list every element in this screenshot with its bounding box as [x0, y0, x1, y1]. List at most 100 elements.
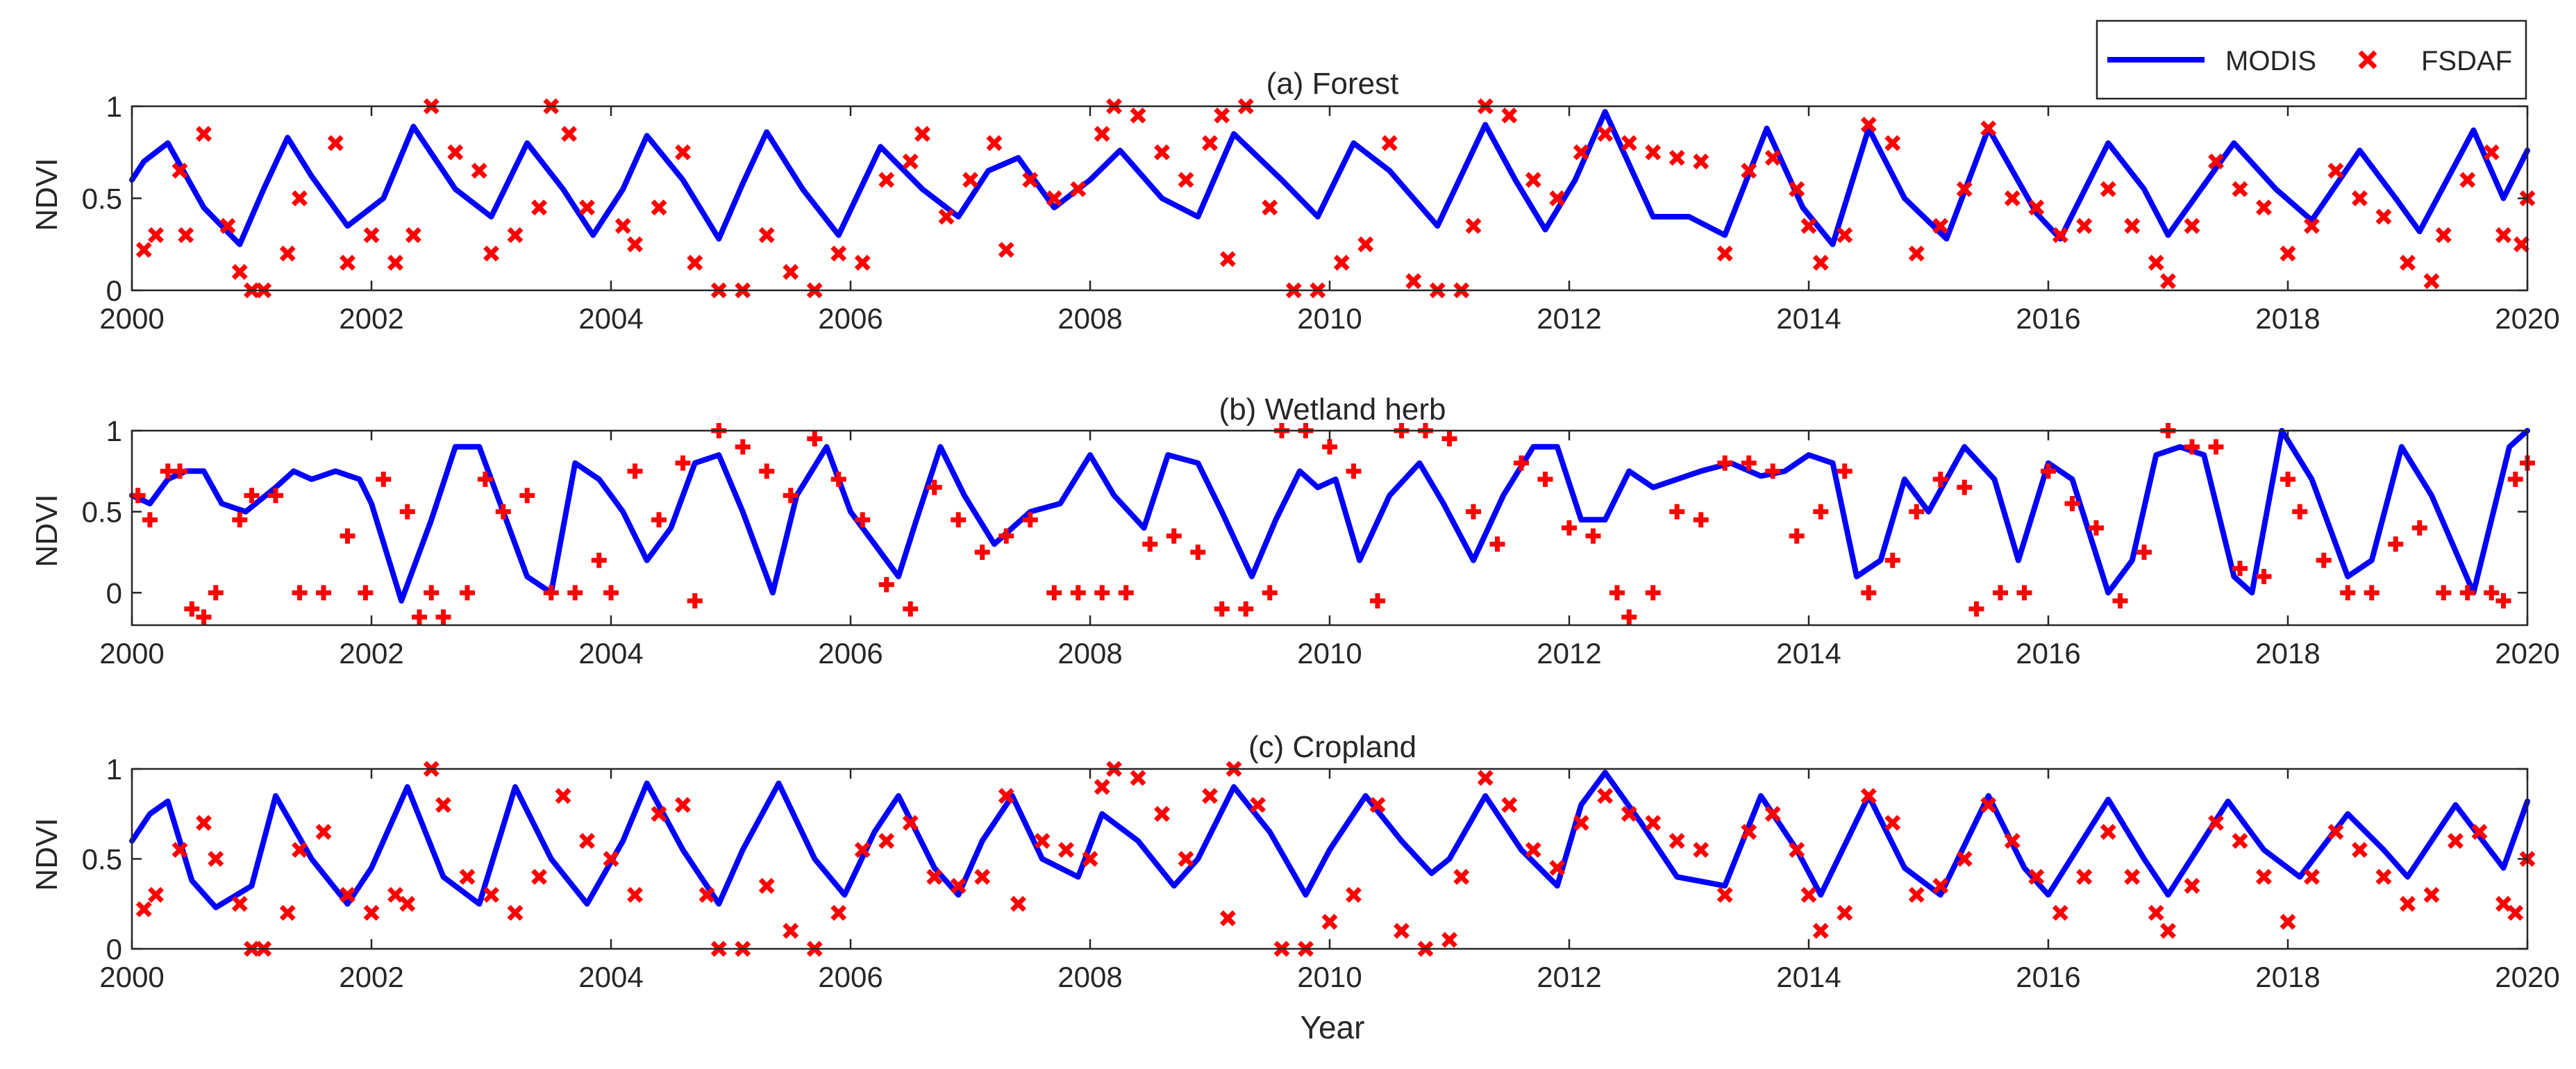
marker-stroke	[2100, 824, 2116, 840]
fsdaf-point	[1800, 886, 1817, 903]
marker-stroke	[1501, 797, 1518, 813]
fsdaf-point	[208, 851, 224, 867]
fsdaf-point	[1645, 585, 1661, 601]
marker-stroke	[1573, 144, 1589, 160]
fsdaf-point	[2148, 904, 2164, 921]
fsdaf-point	[2160, 922, 2176, 939]
fsdaf-point	[1908, 886, 1925, 903]
marker-stroke	[1219, 910, 1236, 927]
fsdaf-point	[561, 126, 578, 142]
fsdaf-point	[1070, 585, 1086, 601]
fsdaf-point	[1716, 886, 1733, 903]
fsdaf-point	[1466, 504, 1481, 520]
fsdaf-point	[783, 488, 798, 504]
fsdaf-point	[279, 904, 296, 921]
fsdaf-point	[651, 199, 667, 216]
fsdaf-point	[1765, 463, 1781, 479]
y-tick-label: 0	[106, 933, 122, 966]
fsdaf-point	[2256, 569, 2272, 584]
marker-stroke	[1501, 107, 1518, 124]
fsdaf-point	[627, 236, 643, 253]
fsdaf-point	[2292, 504, 2308, 520]
fsdaf-point	[1789, 842, 1805, 859]
marker-stroke	[627, 236, 643, 253]
fsdaf-point	[2375, 868, 2392, 885]
fsdaf-point	[1932, 217, 1949, 234]
marker-stroke	[1668, 149, 1685, 166]
marker-stroke	[651, 199, 667, 216]
fsdaf-point	[1621, 806, 1637, 822]
fsdaf-point	[148, 886, 164, 903]
fsdaf-point	[340, 254, 356, 271]
fsdaf-point	[759, 463, 775, 479]
marker-stroke	[2148, 254, 2164, 271]
marker-stroke	[2076, 217, 2093, 234]
marker-stroke	[1800, 217, 1817, 234]
panel-title: (a) Forest	[1266, 67, 1399, 101]
fsdaf-point	[926, 479, 942, 495]
marker-stroke	[387, 886, 403, 903]
marker-stroke	[1202, 135, 1218, 151]
x-tick-label: 2006	[818, 302, 883, 335]
marker-stroke	[998, 788, 1014, 804]
marker-stroke	[1932, 217, 1949, 234]
marker-stroke	[603, 851, 619, 867]
fsdaf-point	[1010, 895, 1026, 912]
fsdaf-point	[1993, 585, 2008, 601]
fsdaf-point	[1956, 851, 1973, 867]
marker-stroke	[627, 886, 643, 903]
x-tick-label: 2016	[2016, 637, 2080, 670]
fsdaf-point	[2352, 842, 2368, 859]
fsdaf-point	[1693, 842, 1709, 859]
fsdaf-point	[675, 144, 691, 160]
fsdaf-point	[2280, 472, 2295, 487]
fsdaf-point	[178, 227, 194, 243]
marker-stroke	[758, 877, 775, 894]
marker-stroke	[1812, 254, 1829, 271]
fsdaf-point	[1202, 788, 1218, 804]
fsdaf-point	[854, 254, 871, 271]
fsdaf-point	[2208, 815, 2224, 831]
modis-series-line	[129, 108, 2530, 247]
marker-stroke	[2448, 833, 2464, 850]
fsdaf-point	[579, 199, 595, 216]
fsdaf-point	[1525, 172, 1541, 188]
marker-stroke	[1716, 886, 1733, 903]
marker-stroke	[1980, 797, 1997, 813]
legend-modis-label: MODIS	[2225, 46, 2316, 76]
marker-stroke	[2124, 868, 2141, 885]
fsdaf-point	[1046, 190, 1062, 206]
x-tick-label: 2004	[578, 302, 643, 335]
fsdaf-point	[399, 504, 415, 520]
fsdaf-point	[483, 886, 499, 903]
marker-stroke	[2160, 922, 2176, 939]
marker-stroke	[1884, 135, 1901, 151]
marker-stroke	[854, 254, 871, 271]
marker-stroke	[483, 245, 499, 262]
marker-stroke	[1453, 868, 1470, 885]
marker-stroke	[292, 842, 308, 859]
marker-stroke	[315, 824, 332, 840]
fsdaf-point	[1214, 107, 1230, 124]
marker-stroke	[1693, 842, 1709, 859]
x-tick-label: 2012	[1537, 637, 1601, 670]
marker-stroke	[2459, 172, 2476, 188]
marker-stroke	[471, 163, 487, 179]
marker-stroke	[830, 245, 847, 262]
fsdaf-point	[830, 904, 847, 921]
marker-stroke	[531, 868, 547, 885]
fsdaf-point	[1394, 922, 1410, 939]
fsdaf-point	[998, 528, 1014, 544]
marker-stroke	[178, 227, 194, 243]
marker-stroke	[1154, 144, 1170, 160]
fsdaf-point	[758, 877, 775, 894]
marker-stroke	[2423, 886, 2440, 903]
fsdaf-point	[1219, 251, 1236, 267]
fsdaf-point	[1082, 851, 1098, 867]
fsdaf-point	[1166, 528, 1182, 544]
fsdaf-point	[2004, 833, 2021, 850]
fsdaf-point	[2256, 199, 2272, 216]
x-tick-label: 2012	[1537, 302, 1601, 335]
fsdaf-point	[1441, 431, 1457, 447]
marker-stroke	[2232, 181, 2248, 197]
